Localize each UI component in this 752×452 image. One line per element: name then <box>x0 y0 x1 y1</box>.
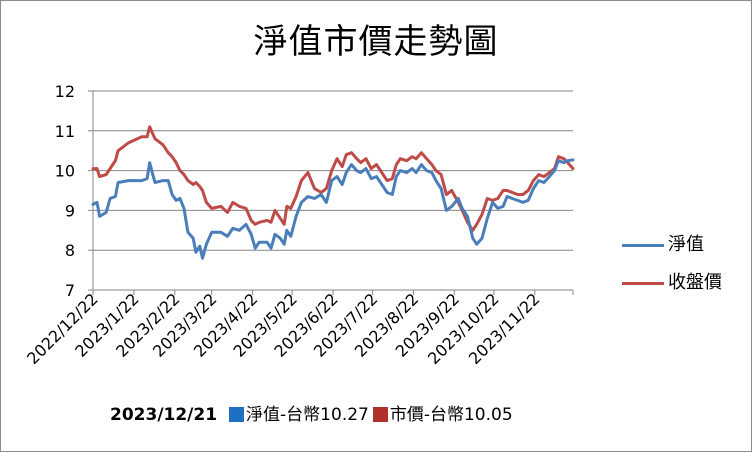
axes <box>88 90 574 295</box>
y-tick-label: 12 <box>55 82 75 101</box>
price-color-box <box>372 407 388 422</box>
y-tick-label: 10 <box>55 162 75 181</box>
legend-price-swatch <box>622 281 664 285</box>
legend-price: 收盤價 <box>622 268 752 294</box>
y-tick-label: 8 <box>65 241 75 260</box>
footer-nav-value: 淨值-台幣10.27 <box>246 405 369 425</box>
legend-nav: 淨值 <box>622 230 752 256</box>
legend-nav-swatch <box>622 243 664 247</box>
chart-title: 淨值市價走勢圖 <box>253 22 499 62</box>
series-line-price <box>91 125 575 232</box>
x-tick-labels: 2022/12/222023/1/222023/2/222023/3/22202… <box>23 289 543 368</box>
grid-lines <box>93 90 573 291</box>
y-tick-label: 11 <box>55 122 75 141</box>
footer-price-value: 市價-台幣10.05 <box>389 405 513 425</box>
y-tick-label: 7 <box>65 281 75 300</box>
legend-nav-label: 淨值 <box>668 234 704 255</box>
footer-summary: 2023/12/21 淨值-台幣10.27 市價-台幣10.05 <box>110 400 513 425</box>
y-tick-labels: 7 8 9 10 11 12 <box>55 82 75 300</box>
nav-color-box <box>229 407 245 422</box>
footer-date: 2023/12/21 <box>110 405 218 425</box>
y-tick-label: 9 <box>65 201 75 220</box>
series-lines <box>91 125 575 260</box>
series-line-nav <box>91 158 575 260</box>
legend-price-label: 收盤價 <box>668 272 722 293</box>
